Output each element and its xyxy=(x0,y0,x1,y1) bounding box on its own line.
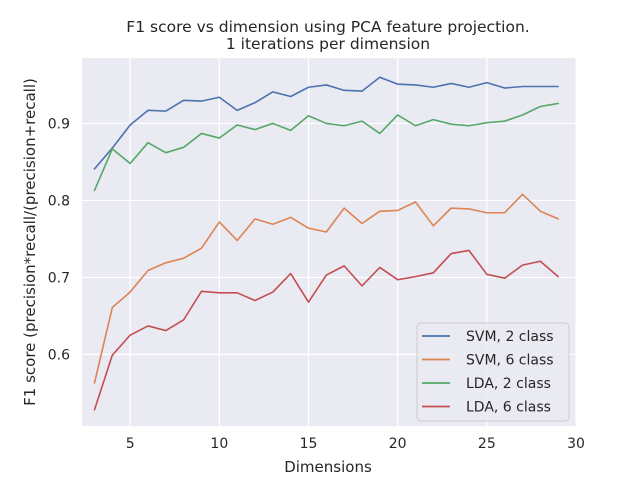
y-axis-label: F1 score (precision*recall/(precision+re… xyxy=(21,78,39,406)
x-tick-label: 30 xyxy=(567,436,585,452)
x-tick-label: 25 xyxy=(478,436,496,452)
chart-title-line-2: 1 iterations per dimension xyxy=(226,35,430,53)
y-tick-labels: 0.6 0.7 0.8 0.9 xyxy=(48,116,70,363)
series-line-svm-2-class xyxy=(93,76,559,170)
y-tick-label: 0.7 xyxy=(48,270,70,286)
x-tick-label: 15 xyxy=(300,436,318,452)
x-tick-labels: 5 10 15 20 25 30 xyxy=(126,436,585,452)
legend-box xyxy=(416,322,570,422)
series-line-svm-6-class xyxy=(93,193,559,384)
legend-label-svm-2-class: SVM, 2 class xyxy=(466,329,554,345)
x-tick-label: 5 xyxy=(126,436,135,452)
y-tick-label: 0.6 xyxy=(48,347,70,363)
legend-label-lda-2-class: LDA, 2 class xyxy=(466,376,551,392)
y-tick-label: 0.9 xyxy=(48,116,70,132)
y-tick-label: 0.8 xyxy=(48,193,70,209)
legend-label-svm-6-class: SVM, 6 class xyxy=(466,353,554,369)
series-line-lda-6-class xyxy=(93,249,559,411)
x-axis-label: Dimensions xyxy=(284,458,372,476)
series-line-lda-2-class xyxy=(93,102,559,192)
chart-title-line-1: F1 score vs dimension using PCA feature … xyxy=(126,18,529,36)
x-tick-label: 20 xyxy=(389,436,407,452)
legend: SVM, 2 class SVM, 6 class LDA, 2 class LDA,… xyxy=(416,322,570,422)
x-tick-label: 10 xyxy=(210,436,228,452)
series-lines xyxy=(93,76,559,411)
legend-label-lda-6-class: LDA, 6 class xyxy=(466,400,551,416)
